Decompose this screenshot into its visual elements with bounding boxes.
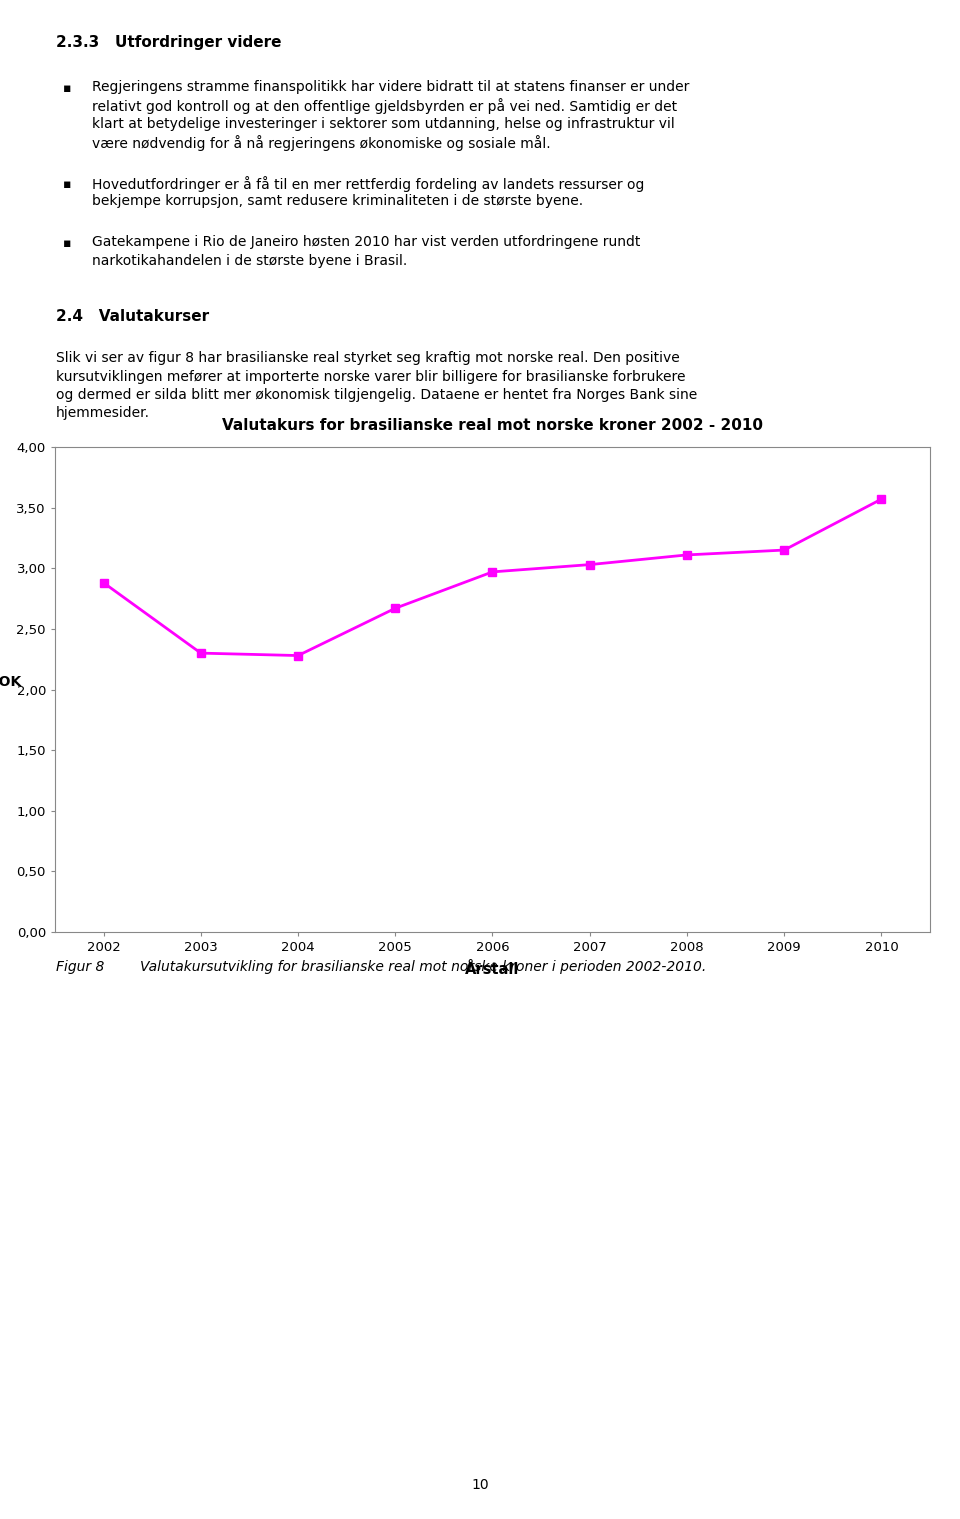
Text: Hovedutfordringer er å få til en mer rettferdig fordeling av landets ressurser o: Hovedutfordringer er å få til en mer ret… bbox=[92, 176, 644, 191]
Text: ▪: ▪ bbox=[63, 178, 72, 191]
Text: 2.4   Valutakurser: 2.4 Valutakurser bbox=[56, 308, 209, 324]
Text: Valutakursutvikling for brasilianske real mot norske kroner i perioden 2002-2010: Valutakursutvikling for brasilianske rea… bbox=[140, 960, 707, 974]
Text: klart at betydelige investeringer i sektorer som utdanning, helse og infrastrukt: klart at betydelige investeringer i sekt… bbox=[92, 117, 675, 131]
Text: Figur 8: Figur 8 bbox=[56, 960, 104, 974]
Text: hjemmesider.: hjemmesider. bbox=[56, 407, 150, 421]
Text: ▪: ▪ bbox=[63, 82, 72, 96]
Text: 10: 10 bbox=[471, 1478, 489, 1492]
Text: være nødvendig for å nå regjeringens økonomiske og sosiale mål.: være nødvendig for å nå regjeringens øko… bbox=[92, 135, 551, 152]
Text: Regjeringens stramme finanspolitikk har videre bidratt til at statens finanser e: Regjeringens stramme finanspolitikk har … bbox=[92, 81, 689, 94]
Y-axis label: NOK: NOK bbox=[0, 676, 22, 690]
Text: kursutviklingen mefører at importerte norske varer blir billigere for brasilians: kursutviklingen mefører at importerte no… bbox=[56, 369, 685, 383]
Text: relativt god kontroll og at den offentlige gjeldsbyrden er på vei ned. Samtidig : relativt god kontroll og at den offentli… bbox=[92, 99, 678, 114]
Text: og dermed er silda blitt mer økonomisk tilgjengelig. Dataene er hentet fra Norge: og dermed er silda blitt mer økonomisk t… bbox=[56, 387, 697, 403]
X-axis label: Årstall: Årstall bbox=[466, 963, 519, 977]
Text: 2.3.3   Utfordringer videre: 2.3.3 Utfordringer videre bbox=[56, 35, 281, 50]
Text: Gatekampene i Rio de Janeiro høsten 2010 har vist verden utfordringene rundt: Gatekampene i Rio de Janeiro høsten 2010… bbox=[92, 235, 640, 249]
Text: bekjempe korrupsjon, samt redusere kriminaliteten i de største byene.: bekjempe korrupsjon, samt redusere krimi… bbox=[92, 194, 584, 208]
Text: ▪: ▪ bbox=[63, 237, 72, 251]
Title: Valutakurs for brasilianske real mot norske kroner 2002 - 2010: Valutakurs for brasilianske real mot nor… bbox=[222, 418, 763, 433]
Text: Slik vi ser av figur 8 har brasilianske real styrket seg kraftig mot norske real: Slik vi ser av figur 8 har brasilianske … bbox=[56, 351, 680, 365]
Text: narkotikahandelen i de største byene i Brasil.: narkotikahandelen i de største byene i B… bbox=[92, 254, 407, 267]
